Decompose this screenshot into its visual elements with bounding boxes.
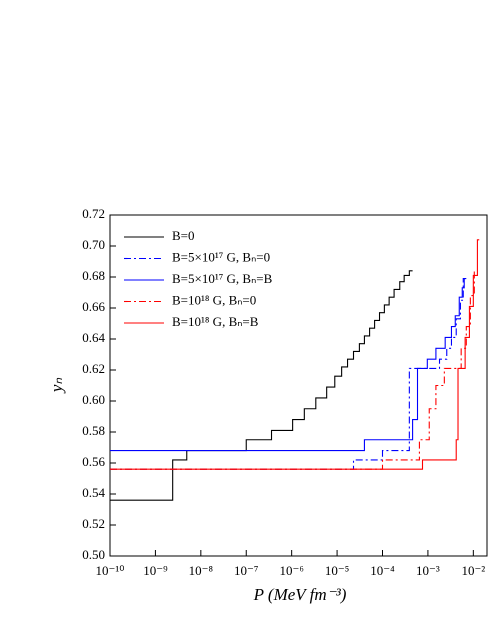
series-line	[110, 278, 467, 452]
y-tick-label: 0.64	[82, 330, 105, 345]
x-tick-label: 10⁻⁴	[370, 563, 395, 578]
x-tick-label: 10⁻²	[461, 563, 485, 578]
y-tick-label: 0.62	[82, 361, 105, 376]
legend-label: B=5×10¹⁷ G, Bₙ=0	[172, 249, 270, 264]
y-tick-label: 0.56	[82, 454, 105, 469]
x-tick-label: 10⁻⁹	[143, 563, 168, 578]
series-line	[110, 239, 480, 470]
legend-label: B=5×10¹⁷ G, Bₙ=B	[172, 271, 273, 286]
series-line	[110, 278, 466, 470]
x-axis-label: P (MeV fm⁻³)	[253, 585, 347, 604]
y-tick-label: 0.54	[82, 485, 105, 500]
legend-label: B=10¹⁸ G, Bₙ=0	[172, 292, 256, 307]
y-axis-label: yₙ	[47, 378, 66, 395]
x-tick-label: 10⁻¹⁰	[96, 563, 125, 578]
y-tick-label: 0.72	[82, 206, 105, 221]
y-tick-label: 0.60	[82, 392, 105, 407]
y-tick-label: 0.70	[82, 237, 105, 252]
y-tick-label: 0.66	[82, 299, 105, 314]
x-tick-label: 10⁻³	[416, 563, 440, 578]
x-tick-label: 10⁻⁵	[325, 563, 349, 578]
legend-label: B=10¹⁸ G, Bₙ=B	[172, 314, 259, 329]
x-tick-label: 10⁻⁸	[189, 563, 214, 578]
y-tick-label: 0.68	[82, 268, 105, 283]
series-line	[110, 270, 413, 501]
legend-label: B=0	[172, 228, 195, 243]
series-line	[110, 270, 477, 470]
x-tick-label: 10⁻⁶	[279, 563, 303, 578]
x-tick-label: 10⁻⁷	[234, 563, 258, 578]
y-tick-label: 0.52	[82, 516, 105, 531]
y-tick-label: 0.58	[82, 423, 105, 438]
y-tick-label: 0.50	[82, 547, 105, 562]
plot-frame	[109, 214, 488, 557]
